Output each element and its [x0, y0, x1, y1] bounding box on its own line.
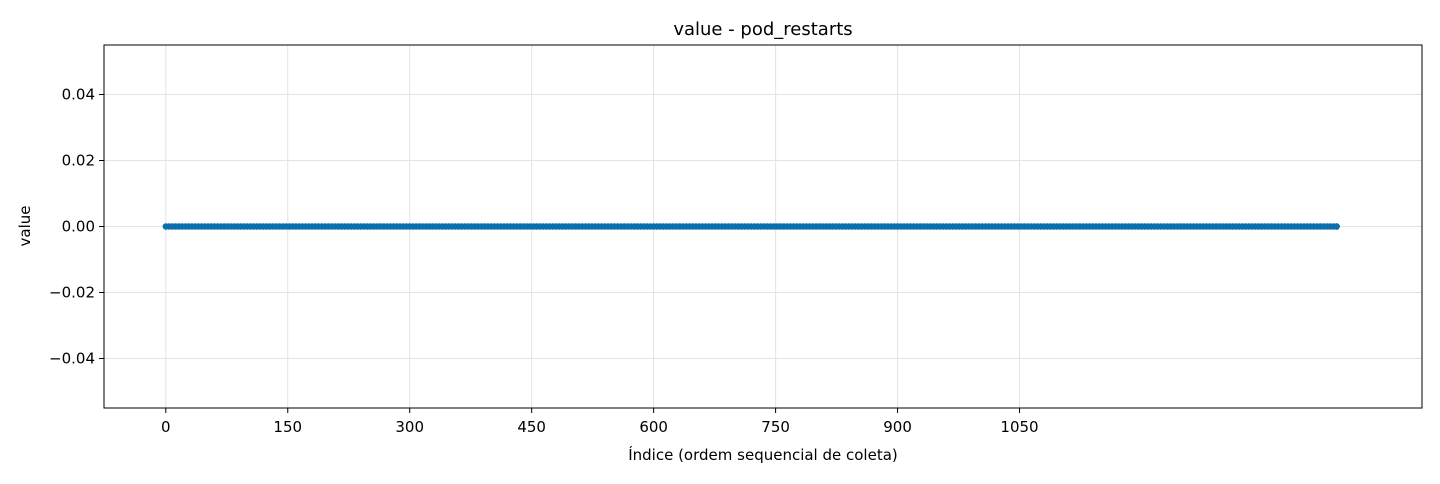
y-tick-label: 0.04: [62, 86, 95, 104]
x-tick-label: 450: [517, 418, 546, 436]
y-tick-label: 0.02: [62, 152, 95, 170]
x-axis-label: Índice (ordem sequencial de coleta): [628, 445, 898, 464]
chart-title: value - pod_restarts: [673, 19, 852, 40]
y-tick-label: −0.02: [49, 284, 95, 302]
x-tick-label: 0: [161, 418, 171, 436]
y-tick-label: 0.00: [62, 218, 95, 236]
x-tick-label: 900: [883, 418, 912, 436]
x-axis-ticks: 0 150 300 450 600 750 900 1050: [161, 408, 1039, 436]
x-tick-label: 150: [273, 418, 302, 436]
data-point: [1333, 223, 1340, 230]
y-axis-label: value: [16, 206, 34, 247]
x-tick-label: 750: [761, 418, 790, 436]
series-layer: [162, 223, 1340, 230]
y-axis-ticks: −0.04 −0.02 0.00 0.02 0.04: [49, 86, 104, 368]
x-tick-label: 600: [639, 418, 668, 436]
y-tick-label: −0.04: [49, 350, 95, 368]
x-tick-label: 1050: [1000, 418, 1038, 436]
x-tick-label: 300: [395, 418, 424, 436]
